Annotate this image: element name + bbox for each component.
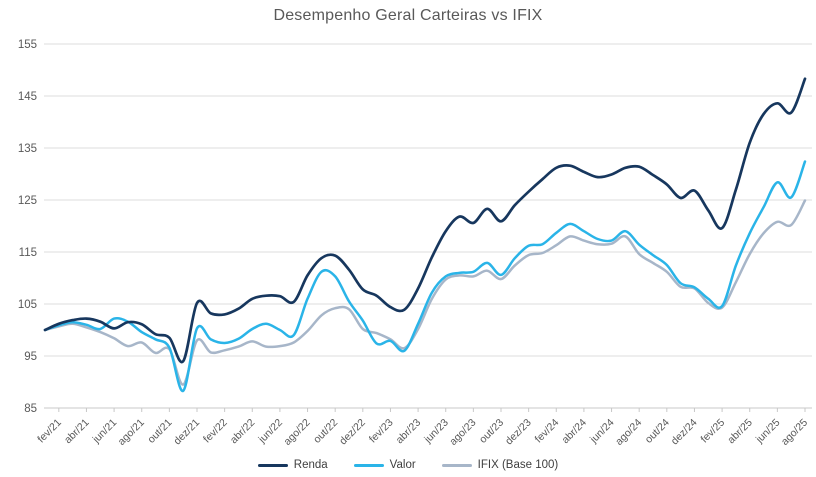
x-tick-label: dez/22	[337, 417, 368, 448]
x-tick-label: fev/23	[367, 417, 396, 446]
legend-label-valor: Valor	[389, 459, 416, 471]
x-tick-label: fev/22	[201, 417, 230, 446]
x-tick-label: out/24	[643, 417, 672, 446]
x-tick-label: fev/21	[35, 417, 64, 446]
x-tick-label: abr/23	[394, 417, 424, 447]
x-tick-label: ago/21	[116, 417, 147, 448]
legend-item-renda: Renda	[257, 459, 328, 471]
x-tick-label: fev/25	[698, 417, 727, 446]
x-tick-label: out/21	[145, 417, 174, 446]
gridlines	[44, 43, 812, 409]
y-tick-label: 145	[18, 91, 37, 103]
x-tick-label: jun/25	[753, 417, 783, 447]
x-tick-label: abr/25	[725, 417, 755, 447]
y-axis-labels: 85 95 105 115 125 135 145 155	[18, 39, 37, 415]
x-tick-label: ago/24	[613, 417, 644, 448]
legend-item-valor: Valor	[353, 459, 416, 471]
series-line-valor	[43, 160, 807, 393]
x-tick-label: dez/21	[171, 417, 202, 448]
x-tick-label: fev/24	[533, 417, 562, 446]
x-axis: fev/21abr/21jun/21ago/21out/21dez/21fev/…	[35, 407, 812, 448]
x-tick-label: jun/24	[587, 417, 617, 447]
chart-title: Desempenho Geral Carteiras vs IFIX	[273, 7, 543, 24]
x-tick-label: out/23	[477, 417, 506, 446]
x-tick-label: ago/25	[779, 417, 810, 448]
legend-label-ifix: IFIX (Base 100)	[477, 459, 559, 471]
chart-legend: Renda Valor IFIX (Base 100)	[0, 459, 816, 471]
x-tick-label: jun/22	[256, 417, 286, 447]
x-tick-label: jun/23	[421, 417, 451, 447]
y-tick-label: 95	[24, 351, 37, 363]
x-tick-label: abr/22	[228, 417, 258, 447]
x-tick-label: ago/22	[281, 417, 312, 448]
x-tick-label: abr/21	[62, 417, 92, 447]
legend-line-swatch-renda	[257, 463, 288, 467]
legend-item-ifix: IFIX (Base 100)	[441, 459, 559, 471]
x-tick-label: dez/23	[503, 417, 534, 448]
legend-label-renda: Renda	[293, 459, 328, 471]
y-tick-label: 135	[18, 143, 37, 155]
y-tick-label: 105	[18, 299, 37, 311]
y-tick-label: 125	[18, 195, 37, 207]
x-tick-label: abr/24	[559, 417, 589, 447]
x-tick-label: jun/21	[90, 417, 120, 447]
legend-line-swatch-valor	[353, 463, 384, 467]
y-tick-label: 115	[19, 247, 37, 259]
series-line-ifix-base-100	[43, 199, 807, 386]
series-line-renda	[43, 77, 807, 364]
x-tick-label: out/22	[311, 417, 340, 446]
x-tick-label: ago/23	[447, 417, 478, 448]
x-tick-label: dez/24	[669, 417, 700, 448]
legend-line-swatch-ifix	[441, 463, 472, 467]
y-tick-label: 85	[24, 403, 37, 415]
y-tick-label: 155	[18, 39, 37, 51]
